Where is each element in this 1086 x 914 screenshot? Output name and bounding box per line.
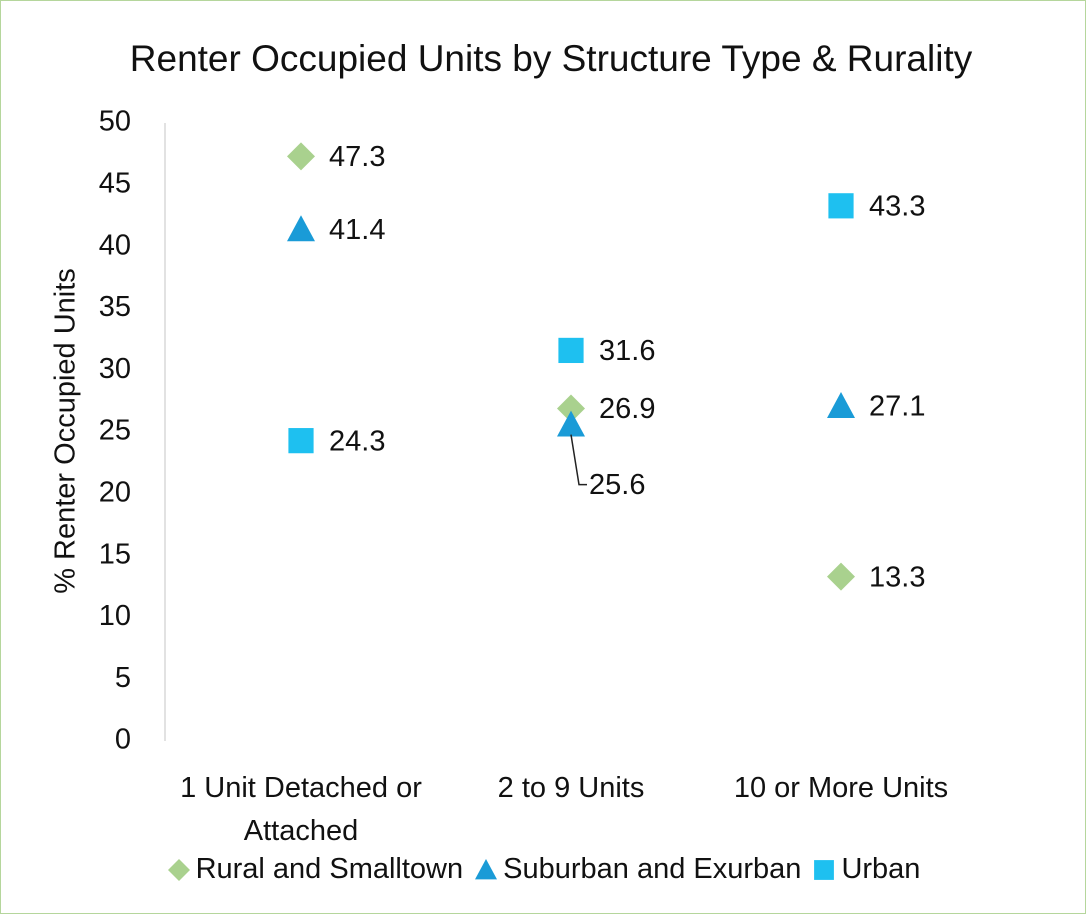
y-tick-label: 20 [99,476,131,508]
legend-marker [167,858,190,881]
marker [288,428,314,454]
y-tick-label: 35 [99,291,131,323]
data-label: 27.1 [869,391,925,423]
legend-label: Rural and Smalltown [195,853,464,885]
marker [558,337,584,364]
marker [287,142,315,171]
y-tick-label: 50 [99,106,131,138]
legend-label: Suburban and Exurban [503,853,802,885]
y-tick-label: 25 [99,415,131,447]
x-tick-label: 2 to 9 Units [497,772,645,804]
legend-swatch [167,858,190,881]
marker [827,392,855,418]
chart-title: Renter Occupied Units by Structure Type … [129,38,973,79]
data-label: 31.6 [599,335,655,367]
leader-line [570,434,587,486]
y-tick-label: 10 [99,600,131,632]
y-tick-label: 30 [99,353,131,385]
x-tick-label: 1 Unit Detached or Attached [180,772,422,847]
marker [827,562,855,591]
data-label: 26.9 [599,393,655,425]
legend-swatch [475,858,498,879]
legend-item: Urban [811,853,920,886]
legend: Rural and Smalltown Suburban and Exurban U… [1,853,1085,886]
data-label: 24.3 [329,425,385,457]
marker [828,193,854,219]
legend-item: Suburban and Exurban [473,853,801,886]
data-label: 41.4 [329,214,385,246]
data-label: 13.3 [869,561,925,593]
y-tick-label: 40 [99,229,131,261]
legend-marker [475,858,498,879]
legend-item: Rural and Smalltown [166,853,464,886]
marker [557,410,585,437]
y-axis-label: % Renter Occupied Units [50,268,82,594]
y-tick-label: 5 [115,662,131,694]
x-tick-label: 10 or More Units [733,772,949,804]
legend-label: Urban [841,853,921,885]
y-tick-label: 45 [99,167,131,199]
data-label: 25.6 [589,469,645,501]
data-label: 43.3 [869,190,925,222]
data-label: 47.3 [329,141,385,173]
y-tick-label: 0 [115,724,131,756]
legend-swatch [814,859,835,880]
marker [287,215,315,242]
marker [557,394,585,423]
legend-marker [814,859,835,880]
y-tick-label: 15 [99,538,131,570]
